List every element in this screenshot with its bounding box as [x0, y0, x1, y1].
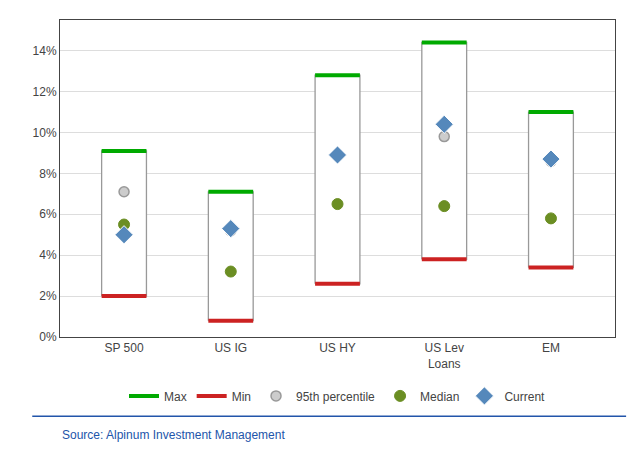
- svg-text:Source: Alpinum Investment Man: Source: Alpinum Investment Management: [62, 428, 285, 442]
- svg-text:2%: 2%: [39, 289, 57, 303]
- svg-text:SP 500: SP 500: [104, 341, 143, 355]
- svg-text:US HY: US HY: [319, 341, 356, 355]
- svg-text:US LevLoans: US LevLoans: [425, 341, 464, 371]
- svg-text:4%: 4%: [39, 248, 57, 262]
- svg-text:Median: Median: [420, 390, 459, 404]
- svg-text:10%: 10%: [33, 126, 57, 140]
- svg-text:12%: 12%: [33, 85, 57, 99]
- svg-text:6%: 6%: [39, 207, 57, 221]
- svg-text:8%: 8%: [39, 167, 57, 181]
- svg-text:Max: Max: [164, 390, 187, 404]
- svg-text:0%: 0%: [39, 330, 57, 344]
- svg-text:14%: 14%: [33, 44, 57, 58]
- svg-text:Min: Min: [232, 390, 251, 404]
- svg-text:US IG: US IG: [214, 341, 247, 355]
- svg-text:95th percentile: 95th percentile: [296, 390, 375, 404]
- svg-text:EM: EM: [542, 341, 560, 355]
- svg-text:Current: Current: [504, 390, 545, 404]
